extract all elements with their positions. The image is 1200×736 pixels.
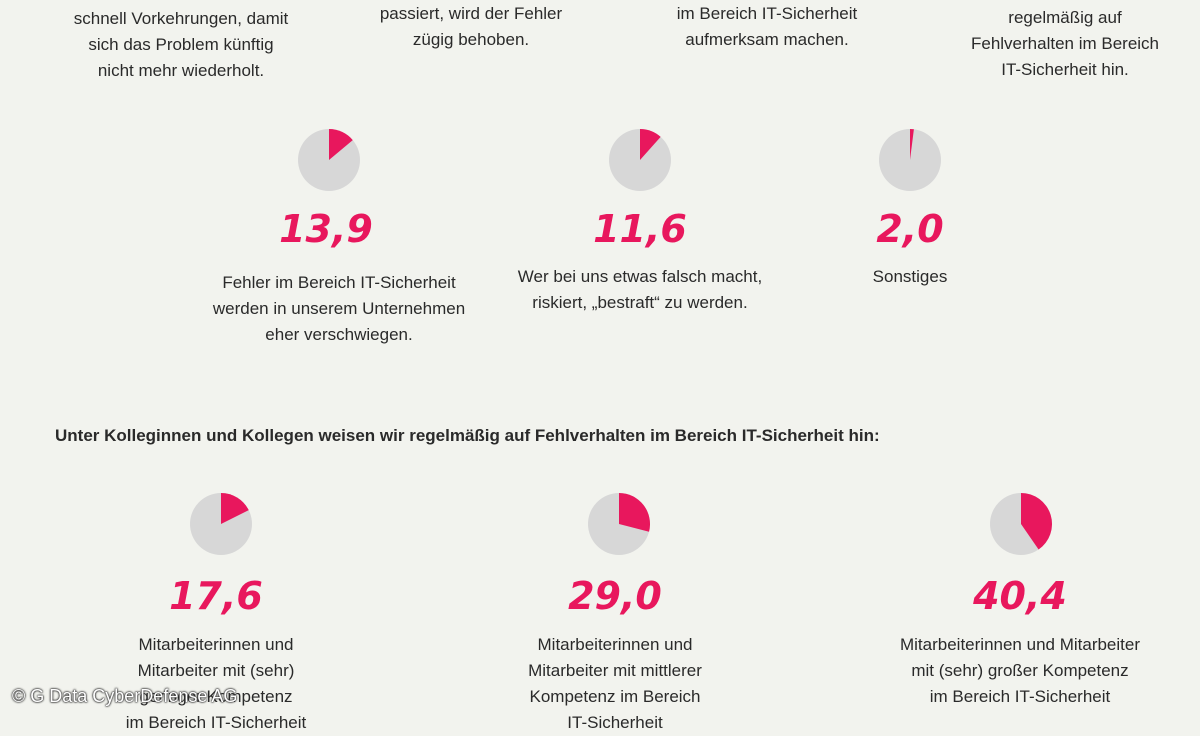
pie-chart-4: [190, 493, 252, 555]
top-text-2-line-1: passiert, wird der Fehler: [379, 4, 563, 23]
top-text-2-line-2: zügig behoben.: [412, 30, 530, 49]
top-text-1: schnell Vorkehrungen, damit sich das Pro…: [74, 6, 289, 84]
top-text-4-line-2: Fehlverhalten im Bereich: [970, 34, 1160, 53]
desc-6-line-3: im Bereich IT-Sicherheit: [929, 687, 1111, 706]
desc-4-line-2: Mitarbeiter mit (sehr): [137, 661, 295, 680]
section-heading: Unter Kolleginnen und Kollegen weisen wi…: [55, 426, 880, 445]
top-text-3: im Bereich IT-Sicherheit aufmerksam mach…: [677, 1, 857, 53]
desc-5-line-1: Mitarbeiterinnen und: [537, 635, 693, 654]
top-text-4-line-3: IT-Sicherheit hin.: [1001, 60, 1129, 79]
desc-1-line-2: werden in unserem Unternehmen: [212, 299, 466, 318]
desc-5-line-2: Mitarbeiter mit mittlerer: [528, 661, 702, 680]
desc-6-line-2: mit (sehr) großer Kompetenz: [911, 661, 1129, 680]
pie-chart-3: [879, 128, 941, 191]
desc-4-line-4: im Bereich IT-Sicherheit: [125, 713, 307, 732]
pie-chart-2: [609, 129, 671, 191]
desc-4-line-3: geringer Kompetenz: [139, 687, 293, 706]
top-text-1-line-1: schnell Vorkehrungen, damit: [73, 9, 289, 28]
pie-5-slice: [619, 493, 651, 532]
top-text-4: regelmäßig auf Fehlverhalten im Bereich …: [971, 5, 1159, 83]
pie-chart-1: [298, 129, 360, 191]
pie-1-slice: [329, 129, 353, 160]
pie-6-slice: [1021, 493, 1053, 550]
desc-1: Fehler im Bereich IT-Sicherheit werden i…: [213, 270, 465, 348]
top-text-1-line-3: nicht mehr wiederholt.: [97, 61, 265, 80]
desc-4-line-1: Mitarbeiterinnen und: [138, 635, 294, 654]
copyright-watermark: © G Data CyberDefense AG: [12, 686, 238, 706]
desc-1-line-1: Fehler im Bereich IT-Sicherheit: [222, 273, 456, 292]
desc-5-line-3: Kompetenz im Bereich: [529, 687, 701, 706]
top-text-2: passiert, wird der Fehler zügig behoben.: [380, 1, 562, 53]
value-1: 13,9: [279, 207, 373, 251]
desc-6: Mitarbeiterinnen und Mitarbeiter mit (se…: [900, 632, 1140, 710]
desc-2: Wer bei uns etwas falsch macht, riskiert…: [518, 264, 762, 316]
desc-3-line-1: Sonstiges: [872, 267, 948, 286]
value-4: 17,6: [169, 574, 263, 618]
pie-4-slice: [221, 493, 249, 524]
pie-chart-5: [588, 493, 651, 555]
desc-4: Mitarbeiterinnen und Mitarbeiter mit (se…: [126, 632, 306, 736]
pie-2-slice: [640, 129, 661, 160]
desc-2-line-2: riskiert, „bestraft“ zu werden.: [532, 293, 748, 312]
value-6: 40,4: [973, 574, 1067, 618]
top-text-4-line-1: regelmäßig auf: [1008, 8, 1122, 27]
desc-5-line-4: IT-Sicherheit: [567, 713, 663, 732]
desc-6-line-1: Mitarbeiterinnen und Mitarbeiter: [899, 635, 1141, 654]
top-text-3-line-1: im Bereich IT-Sicherheit: [676, 4, 858, 23]
desc-1-line-3: eher verschwiegen.: [265, 325, 413, 344]
value-3: 2,0: [876, 207, 944, 251]
value-2: 11,6: [593, 207, 687, 251]
value-5: 29,0: [568, 574, 662, 618]
pie-3-slice: [910, 128, 914, 160]
top-text-3-line-2: aufmerksam machen.: [685, 30, 849, 49]
desc-3: Sonstiges: [873, 264, 948, 290]
desc-5: Mitarbeiterinnen und Mitarbeiter mit mit…: [528, 632, 702, 736]
desc-2-line-1: Wer bei uns etwas falsch macht,: [517, 267, 763, 286]
top-text-1-line-2: sich das Problem künftig: [88, 35, 274, 54]
pie-chart-6: [990, 493, 1053, 555]
